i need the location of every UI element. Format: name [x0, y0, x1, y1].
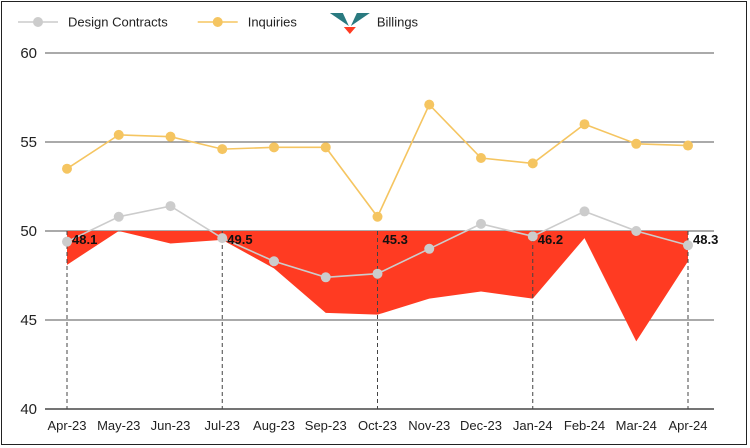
design-contracts-point: [165, 201, 176, 212]
x-tick-label: Jul-23: [205, 418, 240, 433]
x-tick-label: Oct-23: [358, 418, 397, 433]
inquiries-legend-label: Inquiries: [248, 15, 298, 30]
inquiries-point: [113, 129, 124, 140]
design-contracts-point: [476, 218, 486, 229]
billings-legend-label: Billings: [377, 15, 419, 30]
design-contracts-point: [320, 272, 331, 283]
billings-legend-marker: [350, 13, 370, 26]
inquiries-point: [579, 119, 590, 130]
data-labels: 48.1 49.5 45.3 46.2 48.3: [72, 232, 718, 247]
inquiries-point: [372, 211, 383, 222]
inquiries-point: [476, 153, 486, 164]
data-label: 46.2: [538, 232, 563, 247]
data-label: 48.1: [72, 232, 97, 247]
x-tick-label: Apr-24: [668, 418, 707, 433]
design-contracts-point: [683, 240, 693, 251]
inquiries-point: [683, 140, 693, 151]
legend: Design Contracts Inquiries Billings: [18, 13, 419, 34]
design-contracts-point: [217, 233, 228, 244]
inquiries-point: [631, 138, 642, 149]
data-label: 48.3: [693, 232, 718, 247]
design-contracts-legend-marker: [33, 17, 43, 27]
design-contracts-point: [579, 206, 590, 217]
x-axis: Apr-23 May-23 Jun-23 Jul-23 Aug-23 Sep-23 Oct-…: [47, 418, 707, 433]
data-label: 49.5: [227, 232, 252, 247]
inquiries-legend-marker: [212, 17, 223, 27]
billings-area: [67, 231, 688, 342]
design-contracts-point: [62, 236, 72, 247]
inquiries-point: [424, 99, 435, 110]
inquiries-point: [165, 131, 176, 142]
x-tick-label: Feb-24: [564, 418, 605, 433]
x-tick-label: May-23: [97, 418, 140, 433]
x-tick-label: Sep-23: [305, 418, 347, 433]
annotation-lines: [66, 231, 689, 409]
y-tick-label: 50: [20, 223, 37, 240]
design-contracts-point: [269, 256, 279, 267]
inquiries-point: [320, 142, 331, 153]
y-tick-label: 55: [20, 134, 37, 151]
inquiries-point: [62, 163, 72, 174]
inquiries-point: [527, 158, 538, 169]
design-contracts-point: [372, 268, 383, 279]
x-tick-label: Mar-24: [616, 418, 657, 433]
x-tick-label: Aug-23: [253, 418, 295, 433]
inquiries-line: [66, 103, 689, 219]
inquiries-point: [269, 142, 279, 153]
billings-legend-marker: [329, 13, 349, 26]
design-contracts-point: [424, 243, 435, 254]
data-label: 45.3: [383, 232, 408, 247]
x-tick-label: Jan-24: [513, 418, 553, 433]
design-contracts-point: [631, 226, 642, 236]
series-lines: [62, 99, 693, 283]
inquiries-point: [217, 144, 228, 155]
billings-area: [67, 231, 688, 342]
x-tick-label: Apr-23: [47, 418, 86, 433]
x-tick-label: Dec-23: [460, 418, 502, 433]
design-contracts-point: [113, 211, 124, 222]
design-contracts-legend-label: Design Contracts: [68, 15, 168, 30]
billings-legend-marker: [343, 27, 356, 34]
design-contracts-point: [527, 231, 538, 242]
y-tick-label: 45: [20, 312, 37, 329]
x-tick-label: Jun-23: [151, 418, 191, 433]
x-tick-label: Nov-23: [408, 418, 450, 433]
y-tick-label: 40: [20, 401, 37, 418]
y-tick-label: 60: [20, 45, 37, 62]
